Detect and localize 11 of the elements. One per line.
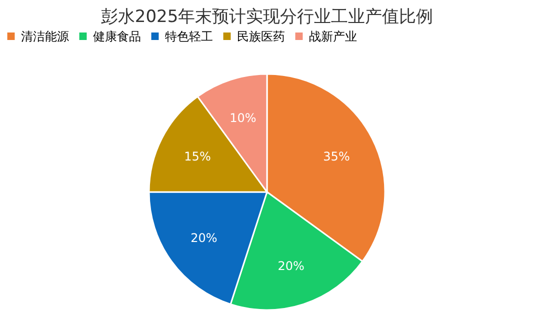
data-label: 35%	[323, 150, 350, 164]
data-label: 20%	[190, 230, 218, 245]
data-label: 15%	[184, 150, 211, 164]
legend-label: 清洁能源	[21, 29, 69, 44]
data-label: 20%	[278, 259, 304, 274]
chart-title: 彭水2025年末预计实现分行业工业产值比例	[100, 7, 434, 27]
legend-label: 战新产业	[309, 29, 357, 44]
legend-label: 特色轻工	[165, 29, 213, 44]
data-label: 10%	[230, 110, 256, 125]
legend-label: 健康食品	[93, 29, 141, 44]
legend-label: 民族医药	[237, 29, 285, 44]
